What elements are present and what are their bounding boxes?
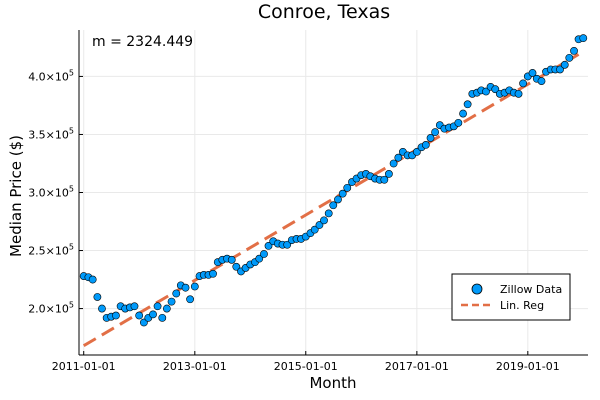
data-point — [135, 311, 144, 320]
data-point — [130, 302, 139, 311]
data-point — [186, 295, 195, 304]
plot-area — [79, 34, 588, 348]
data-point — [482, 87, 490, 96]
data-point — [324, 209, 333, 218]
chart-title: Conroe, Texas — [258, 1, 390, 23]
data-point — [421, 141, 430, 149]
data-point — [565, 53, 574, 62]
data-point — [310, 225, 319, 234]
x-tick-label: 2011-01-01 — [52, 360, 116, 373]
data-point — [255, 254, 264, 263]
y-tick-label: 4.0×105 — [28, 68, 74, 83]
data-point — [431, 128, 440, 137]
data-point — [519, 79, 528, 88]
data-point — [190, 282, 199, 291]
data-point — [149, 310, 157, 319]
data-point — [88, 275, 97, 284]
data-point — [380, 175, 389, 184]
y-tick-label: 3.0×105 — [28, 185, 74, 200]
data-point — [329, 201, 338, 210]
legend: Zillow Data Lin. Reg — [451, 273, 571, 321]
legend-label-linreg: Lin. Reg — [500, 299, 544, 312]
data-point — [426, 134, 435, 142]
data-point — [528, 69, 537, 77]
data-point — [315, 221, 324, 229]
data-point — [537, 77, 546, 85]
regression-line — [82, 53, 580, 348]
x-axis-label: Month — [309, 374, 356, 392]
data-point — [181, 283, 190, 292]
x-tick-label: 2015-01-01 — [274, 360, 338, 373]
y-tick-label: 3.5×105 — [28, 126, 74, 141]
data-point — [227, 255, 236, 264]
data-point — [454, 118, 463, 127]
data-point — [232, 262, 241, 271]
data-point — [112, 311, 120, 320]
data-point — [98, 304, 106, 313]
data-point — [334, 195, 342, 204]
legend-label-zillow: Zillow Data — [500, 283, 562, 296]
data-point — [153, 302, 162, 311]
data-point — [394, 153, 403, 162]
x-tick-label: 2017-01-01 — [385, 360, 449, 373]
data-point — [260, 250, 268, 258]
ticks: 2011-01-01 2013-01-01 2015-01-01 2017-01-01… — [28, 68, 560, 373]
y-tick-label: 2.5×105 — [28, 243, 74, 258]
data-point — [343, 183, 352, 192]
data-point — [491, 85, 500, 94]
x-tick-label: 2013-01-01 — [163, 360, 227, 373]
data-point — [172, 289, 181, 298]
data-point — [389, 159, 398, 168]
data-point — [158, 313, 167, 322]
data-point — [162, 304, 171, 313]
data-point — [570, 46, 578, 55]
data-point — [560, 60, 569, 69]
y-axis-label: Median Price ($) — [7, 135, 25, 257]
slope-annotation: m = 2324.449 — [92, 34, 193, 50]
data-point — [556, 65, 564, 74]
data-point — [463, 100, 472, 109]
legend-box — [451, 273, 571, 321]
data-point — [264, 241, 273, 250]
data-point — [209, 269, 217, 278]
data-point — [459, 109, 467, 118]
data-point — [384, 170, 393, 178]
data-point — [412, 147, 421, 156]
data-point — [283, 240, 292, 249]
data-point — [93, 293, 102, 301]
data-point — [167, 297, 176, 306]
data-point — [320, 216, 328, 225]
data-point — [338, 189, 347, 198]
data-point — [514, 89, 523, 98]
data-point — [579, 34, 588, 43]
legend-marker-zillow — [471, 283, 483, 295]
y-tick-label: 2.0×105 — [28, 301, 74, 316]
x-tick-label: 2019-01-01 — [496, 360, 560, 373]
